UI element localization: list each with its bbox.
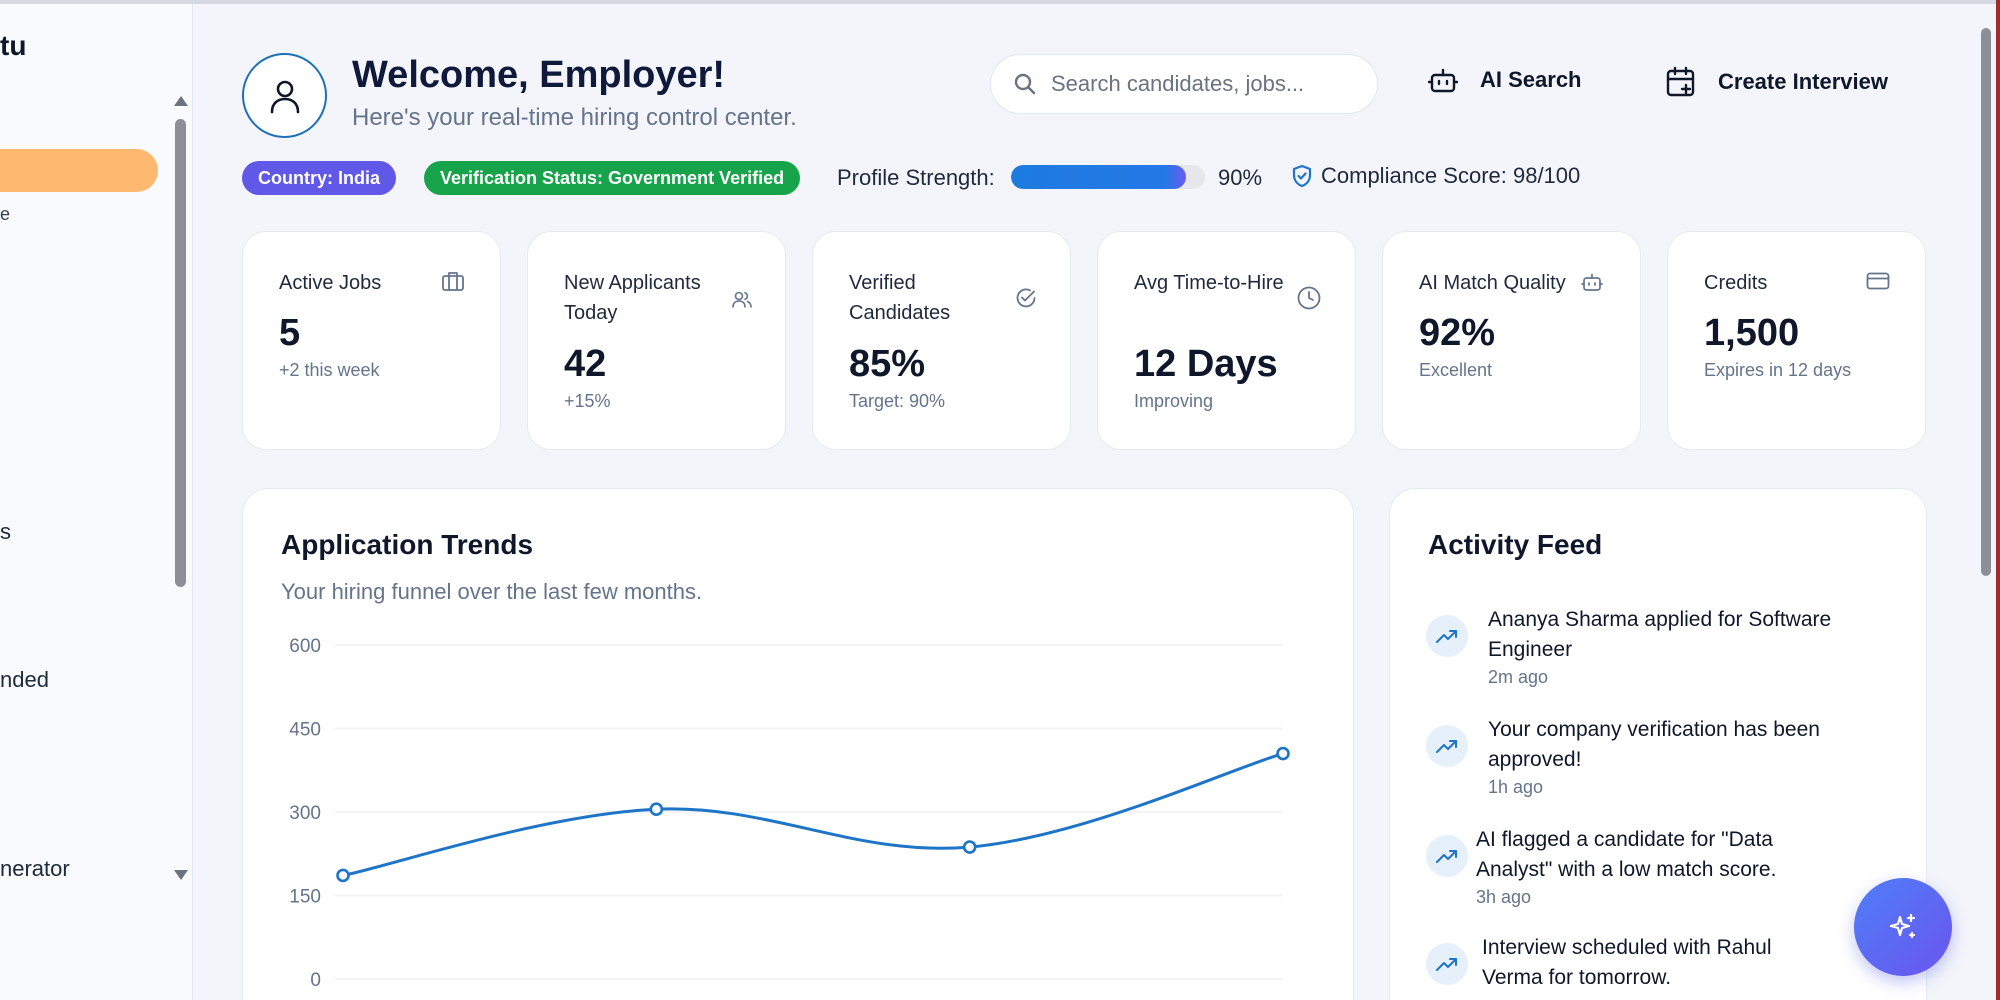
page-title: Welcome, Employer! xyxy=(352,54,726,96)
page-scrollbar-thumb[interactable] xyxy=(1981,28,1991,576)
create-interview-label: Create Interview xyxy=(1718,69,1888,94)
window-right-border xyxy=(1996,0,2000,1000)
sidebar-item[interactable]: nded xyxy=(0,667,49,692)
user-icon xyxy=(270,80,299,113)
stat-label: Credits xyxy=(1704,272,1768,294)
compliance-score-text: Compliance Score: 98/100 xyxy=(1321,163,1581,188)
verification-badge: Verification Status: Government Verified xyxy=(424,161,801,195)
window-top-border xyxy=(0,0,2000,4)
sidebar-item[interactable]: nerator xyxy=(0,856,70,881)
page-subtitle: Here's your real-time hiring control cen… xyxy=(352,104,797,131)
create-interview-button[interactable]: Create Interview xyxy=(1666,66,1888,98)
trending-up-icon xyxy=(1426,725,1468,767)
stat-value: 12 Days xyxy=(1134,343,1278,385)
chart-y-tick-label: 450 xyxy=(289,720,321,741)
chart-data-point[interactable] xyxy=(962,840,977,854)
bot-icon xyxy=(1428,66,1458,94)
profile-strength-fill xyxy=(1011,165,1186,189)
country-badge: Country: India xyxy=(242,161,396,195)
avatar[interactable] xyxy=(242,53,327,138)
stat-card-avg-time-to-hire[interactable]: Avg Time-to-Hire 12 Days Improving xyxy=(1097,231,1356,450)
stat-value: 1,500 xyxy=(1704,312,1800,354)
sidebar: tu e s nded nerator xyxy=(0,4,193,1000)
activity-feed-panel: Activity Feed Ananya Sharma applied for … xyxy=(1389,488,1927,1000)
chart-y-tick-label: 0 xyxy=(310,970,321,991)
stat-subtext: +2 this week xyxy=(279,360,380,380)
chart-data-point[interactable] xyxy=(1276,746,1290,761)
profile-strength-bar xyxy=(1011,165,1205,189)
chart-y-tick-label: 600 xyxy=(289,636,321,657)
application-trends-chart: 0 150 300 450 600 xyxy=(289,636,1290,991)
profile-strength-label: Profile Strength: xyxy=(837,165,995,190)
ai-assistant-fab-button[interactable] xyxy=(1854,878,1952,976)
sidebar-scroll-down-arrow-icon[interactable] xyxy=(174,870,188,880)
panel-title: Application Trends xyxy=(281,529,534,560)
sidebar-item-active[interactable] xyxy=(0,149,158,192)
stat-value: 92% xyxy=(1419,312,1496,354)
briefcase-icon xyxy=(441,270,465,292)
activity-item[interactable]: Your company verification has been appro… xyxy=(1426,715,1896,799)
activity-message: Ananya Sharma applied for Software Engin… xyxy=(1488,608,1832,661)
search-icon xyxy=(1011,70,1039,98)
stat-value: 85% xyxy=(849,343,926,385)
activity-time: 2m ago xyxy=(1488,667,1549,687)
users-icon xyxy=(732,290,752,308)
stat-value: 42 xyxy=(564,343,607,385)
compliance-score: Compliance Score: 98/100 xyxy=(1291,163,1580,189)
stat-card-verified-candidates[interactable]: Verified Candidates 85% Target: 90% xyxy=(812,231,1071,450)
activity-message: AI flagged a candidate for "Data Analyst… xyxy=(1476,828,1777,881)
trending-up-icon xyxy=(1426,615,1468,657)
clock-icon xyxy=(1296,285,1322,311)
credit-card-icon xyxy=(1866,272,1890,290)
chart-data-point[interactable] xyxy=(649,802,664,817)
stat-card-ai-match-quality[interactable]: AI Match Quality 92% Excellent xyxy=(1382,231,1641,450)
panel-subtitle: Your hiring funnel over the last few mon… xyxy=(281,579,703,604)
calendar-plus-icon xyxy=(1666,66,1696,98)
stat-subtext: Expires in 12 days xyxy=(1704,360,1852,380)
ai-search-button[interactable]: AI Search xyxy=(1428,66,1582,94)
stat-card-active-jobs[interactable]: Active Jobs 5 +2 this week xyxy=(242,231,501,450)
activity-item[interactable]: Interview scheduled with Rahul Verma for… xyxy=(1426,933,1896,993)
stat-label: AI Match Quality xyxy=(1419,272,1566,294)
profile-strength-value: 90% xyxy=(1218,165,1263,190)
check-circle-icon xyxy=(1015,287,1037,309)
sparkles-icon xyxy=(1889,913,1916,939)
stat-value: 5 xyxy=(279,312,301,354)
activity-item[interactable]: AI flagged a candidate for "Data Analyst… xyxy=(1426,825,1896,909)
chart-y-tick-label: 150 xyxy=(289,887,321,908)
chart-data-point[interactable] xyxy=(336,868,350,883)
search-bar[interactable] xyxy=(990,54,1378,114)
bot-icon xyxy=(1581,272,1603,292)
stat-label: New Applicants Today xyxy=(564,272,701,324)
activity-time: 3h ago xyxy=(1476,887,1532,907)
trending-up-icon xyxy=(1426,943,1468,985)
stat-subtext: Target: 90% xyxy=(849,391,946,411)
application-trends-panel: Application Trends Your hiring funnel ov… xyxy=(242,488,1354,1000)
shield-check-icon xyxy=(1291,164,1313,188)
stat-subtext: Excellent xyxy=(1419,360,1493,380)
panel-title: Activity Feed xyxy=(1428,529,1603,560)
sidebar-scroll-up-arrow-icon[interactable] xyxy=(174,96,188,106)
stat-card-credits[interactable]: Credits 1,500 Expires in 12 days xyxy=(1667,231,1926,450)
activity-item[interactable]: Ananya Sharma applied for Software Engin… xyxy=(1426,605,1896,689)
stat-subtext: Improving xyxy=(1134,391,1214,411)
chart-y-tick-label: 300 xyxy=(289,803,321,824)
activity-time: 1h ago xyxy=(1488,777,1544,797)
sidebar-brand: tu xyxy=(0,30,27,61)
trending-up-icon xyxy=(1426,835,1468,877)
sidebar-item-active-sublabel: e xyxy=(0,204,11,224)
stat-label: Verified Candidates xyxy=(849,272,951,324)
search-input[interactable] xyxy=(1051,71,1371,97)
stat-card-new-applicants[interactable]: New Applicants Today 42 +15% xyxy=(527,231,786,450)
stat-label: Active Jobs xyxy=(279,272,382,294)
activity-message: Interview scheduled with Rahul Verma for… xyxy=(1482,936,1772,989)
stat-label: Avg Time-to-Hire xyxy=(1134,272,1284,294)
sidebar-scrollbar-thumb[interactable] xyxy=(175,119,186,587)
chart-series-line xyxy=(342,752,1284,877)
stat-subtext: +15% xyxy=(564,391,611,411)
ai-search-label: AI Search xyxy=(1480,67,1582,92)
activity-message: Your company verification has been appro… xyxy=(1488,718,1820,771)
sidebar-item[interactable]: s xyxy=(0,519,11,544)
